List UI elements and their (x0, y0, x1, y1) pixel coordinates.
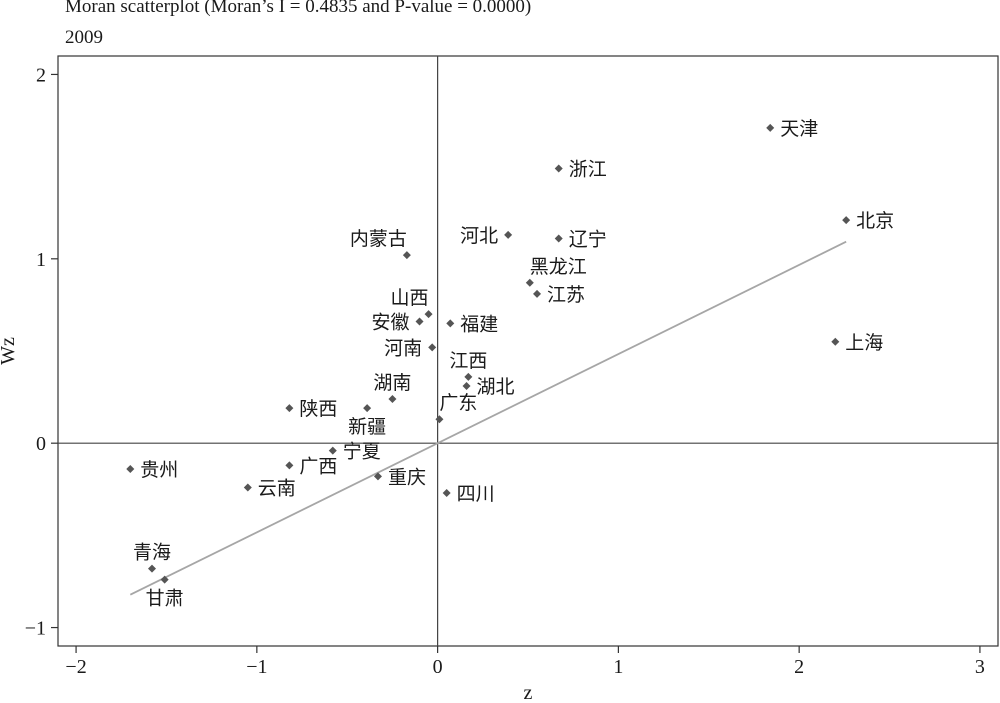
y-axis-ticks: −1 0 1 2 (25, 64, 58, 640)
point-label: 青海 (133, 542, 171, 564)
x-tick-label: 1 (613, 656, 623, 678)
data-point (148, 564, 156, 573)
y-tick-label: −1 (25, 618, 46, 640)
point-label: 四川 (457, 483, 495, 505)
point-label: 湖南 (373, 372, 411, 394)
point-label: 江西 (449, 350, 487, 372)
point-label: 黑龙江 (530, 256, 587, 278)
y-tick-label: 1 (36, 249, 46, 271)
data-point (328, 446, 337, 455)
point-label: 广东 (439, 392, 477, 414)
point-label: 山西 (391, 287, 429, 309)
data-point (533, 289, 542, 298)
point-label: 湖北 (477, 376, 515, 398)
chart-subtitle: 2009 (65, 27, 103, 48)
data-point (504, 230, 513, 239)
point-label: 陕西 (299, 398, 337, 420)
x-tick-label: −1 (246, 656, 267, 678)
plot-frame (57, 55, 999, 647)
data-point (525, 278, 534, 287)
data-point (464, 372, 473, 381)
x-axis-ticks: −2 −1 0 1 2 3 (65, 646, 985, 678)
x-tick-label: 0 (433, 656, 443, 678)
data-point (831, 337, 840, 346)
data-point (402, 251, 411, 260)
point-label: 宁夏 (343, 441, 381, 463)
data-point (363, 404, 372, 413)
data-point (424, 310, 433, 319)
data-point (446, 319, 455, 328)
point-label: 辽宁 (569, 229, 607, 251)
data-point (160, 575, 169, 584)
regression-line (129, 240, 847, 596)
y-tick-label: 0 (36, 433, 46, 455)
point-label: 重庆 (388, 466, 426, 488)
data-point (766, 123, 775, 132)
y-axis-label: Wz (0, 337, 19, 365)
point-label: 河北 (460, 225, 498, 247)
point-label: 广西 (299, 455, 337, 477)
y-tick-label: 2 (36, 64, 46, 86)
point-label: 内蒙古 (350, 228, 407, 250)
x-tick-label: 3 (975, 656, 985, 678)
data-point (462, 382, 471, 391)
data-point (126, 465, 135, 473)
point-label: 贵州 (140, 459, 178, 481)
point-label: 浙江 (569, 158, 607, 180)
point-label: 河南 (384, 337, 422, 359)
data-point (435, 415, 444, 424)
data-point (415, 317, 424, 326)
x-axis-label: z (524, 682, 533, 703)
point-label: 江苏 (547, 284, 585, 306)
point-label: 新疆 (348, 416, 386, 438)
data-point (554, 234, 563, 243)
point-label: 天津 (780, 118, 818, 140)
point-label: 福建 (460, 313, 498, 335)
point-label: 安徽 (372, 312, 410, 334)
data-point (243, 483, 252, 492)
point-label: 甘肃 (146, 588, 184, 610)
data-point (388, 394, 397, 403)
chart-title: Moran scatterplot (Moran’s I = 0.4835 an… (65, 0, 532, 17)
point-label: 上海 (845, 332, 883, 354)
data-point (554, 164, 563, 173)
data-point (442, 488, 451, 497)
point-label: 北京 (856, 210, 894, 232)
data-point (428, 343, 437, 352)
x-tick-label: 2 (794, 656, 804, 678)
point-label: 云南 (258, 477, 296, 499)
x-tick-label: −2 (65, 656, 86, 678)
data-point (285, 461, 294, 470)
data-point (842, 216, 851, 225)
data-point (373, 472, 382, 481)
data-point (285, 404, 294, 413)
